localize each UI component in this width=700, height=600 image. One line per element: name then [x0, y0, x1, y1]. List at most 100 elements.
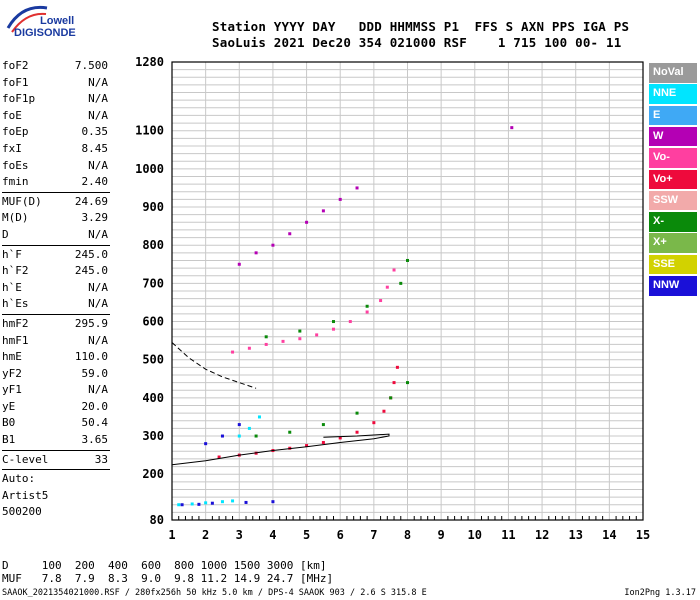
footer-file-info: SAAOK_2021354021000.RSF / 280fx256h 50 k…	[2, 588, 427, 598]
param-separator	[2, 244, 110, 246]
param-label: yE	[2, 399, 16, 413]
echo-point	[338, 197, 342, 201]
param-row: foF1p N/A	[2, 91, 110, 108]
param-row: yF2 59.0	[2, 366, 110, 383]
param-label: h`F	[2, 247, 22, 261]
echo-point	[382, 409, 386, 413]
legend-item-x-: X-	[649, 212, 697, 232]
echo-point	[321, 423, 325, 427]
param-separator	[2, 469, 110, 471]
x-tick-label: 5	[303, 528, 310, 542]
echo-point	[257, 415, 261, 419]
y-tick-label: 1280	[135, 55, 164, 69]
param-row: MUF(D) 24.69	[2, 194, 110, 211]
legend-item-noval: NoVal	[649, 63, 697, 83]
echo-point	[379, 299, 383, 303]
param-label: B1	[2, 433, 16, 447]
echo-point	[331, 327, 335, 331]
param-label: foF1p	[2, 92, 36, 106]
param-label: M(D)	[2, 211, 29, 225]
param-label: h`E	[2, 280, 22, 294]
param-row: fmin 2.40	[2, 174, 110, 191]
param-row: foF2 7.500	[2, 58, 110, 75]
x-tick-label: 1	[168, 528, 175, 542]
x-tick-label: 15	[636, 528, 650, 542]
echo-point	[305, 220, 309, 224]
echo-point	[331, 320, 335, 324]
echo-point	[237, 423, 241, 427]
param-row: yE 20.0	[2, 399, 110, 416]
echo-point	[288, 430, 292, 434]
param-row: foF1 N/A	[2, 75, 110, 92]
param-label: yF2	[2, 366, 22, 380]
x-tick-label: 3	[236, 528, 243, 542]
echo-point	[372, 421, 376, 425]
param-value: 50.4	[81, 416, 109, 430]
legend-item-ssw: SSW	[649, 190, 697, 211]
x-tick-label: 11	[501, 528, 515, 542]
param-value: 0.35	[81, 125, 109, 139]
param-value: 3.65	[81, 433, 109, 447]
x-tick-label: 8	[404, 528, 411, 542]
echo-point	[288, 232, 292, 236]
param-label: C-level	[2, 452, 49, 466]
echo-point	[264, 342, 268, 346]
echo-point	[231, 499, 235, 503]
echo-point	[510, 126, 514, 130]
legend-item-x-: X+	[649, 233, 697, 253]
echo-point	[180, 503, 184, 507]
echo-point	[190, 502, 194, 506]
logo-text-digisonde: DIGISONDE	[14, 27, 76, 39]
echo-point	[305, 444, 309, 448]
param-row: h`E N/A	[2, 280, 110, 297]
echo-point	[254, 251, 258, 255]
param-value: 33	[94, 452, 108, 466]
param-value: N/A	[88, 158, 108, 172]
echo-point	[395, 365, 399, 369]
param-label: MUF(D)	[2, 194, 42, 208]
echo-point	[365, 310, 369, 314]
param-label: hmF2	[2, 316, 29, 330]
param-value: 245.0	[74, 264, 108, 278]
echo-point	[406, 258, 409, 262]
echo-point	[237, 262, 241, 266]
echo-point	[244, 500, 248, 504]
echo-point	[204, 442, 208, 446]
legend-item-nne: NNE	[649, 84, 697, 104]
echo-point	[204, 501, 208, 505]
param-label: yF1	[2, 383, 22, 397]
param-label: fmin	[2, 175, 29, 189]
param-row: B0 50.4	[2, 415, 110, 432]
echo-point	[271, 500, 275, 504]
y-tick-label: 80	[150, 513, 164, 527]
echo-point	[247, 426, 251, 430]
y-tick-label: 900	[142, 200, 164, 214]
legend-item-vo-: Vo+	[649, 169, 697, 189]
echo-point	[385, 285, 389, 289]
param-value: 295.9	[74, 316, 108, 330]
y-tick-label: 700	[142, 276, 164, 290]
echo-point	[392, 381, 396, 385]
header-labels: Station YYYY DAY DDD HHMMSS P1 FFS S AXN…	[212, 19, 630, 34]
logo-arc-icon	[6, 5, 48, 33]
param-row: foEs N/A	[2, 158, 110, 175]
param-row: h`F2 245.0	[2, 263, 110, 280]
x-tick-label: 12	[535, 528, 549, 542]
legend-item-e: E	[649, 105, 697, 126]
param-row: D N/A	[2, 227, 110, 244]
param-label: fxI	[2, 141, 22, 155]
footer-muf-row: MUF 7.8 7.9 8.3 9.0 9.8 11.2 14.9 24.7 […	[2, 572, 334, 585]
param-row: C-level 33	[2, 452, 110, 469]
echo-point	[338, 436, 342, 440]
param-separator	[2, 449, 110, 451]
param-separator	[2, 313, 110, 315]
param-label: hmF1	[2, 333, 29, 347]
echo-point	[247, 346, 251, 350]
header-values: SaoLuis 2021 Dec20 354 021000 RSF 1 715 …	[212, 35, 622, 50]
param-value: N/A	[88, 297, 108, 311]
x-tick-label: 14	[602, 528, 616, 542]
param-label: foE	[2, 108, 22, 122]
param-row: h`Es N/A	[2, 296, 110, 313]
param-note: Auto:	[2, 472, 36, 486]
param-value: N/A	[88, 383, 108, 397]
